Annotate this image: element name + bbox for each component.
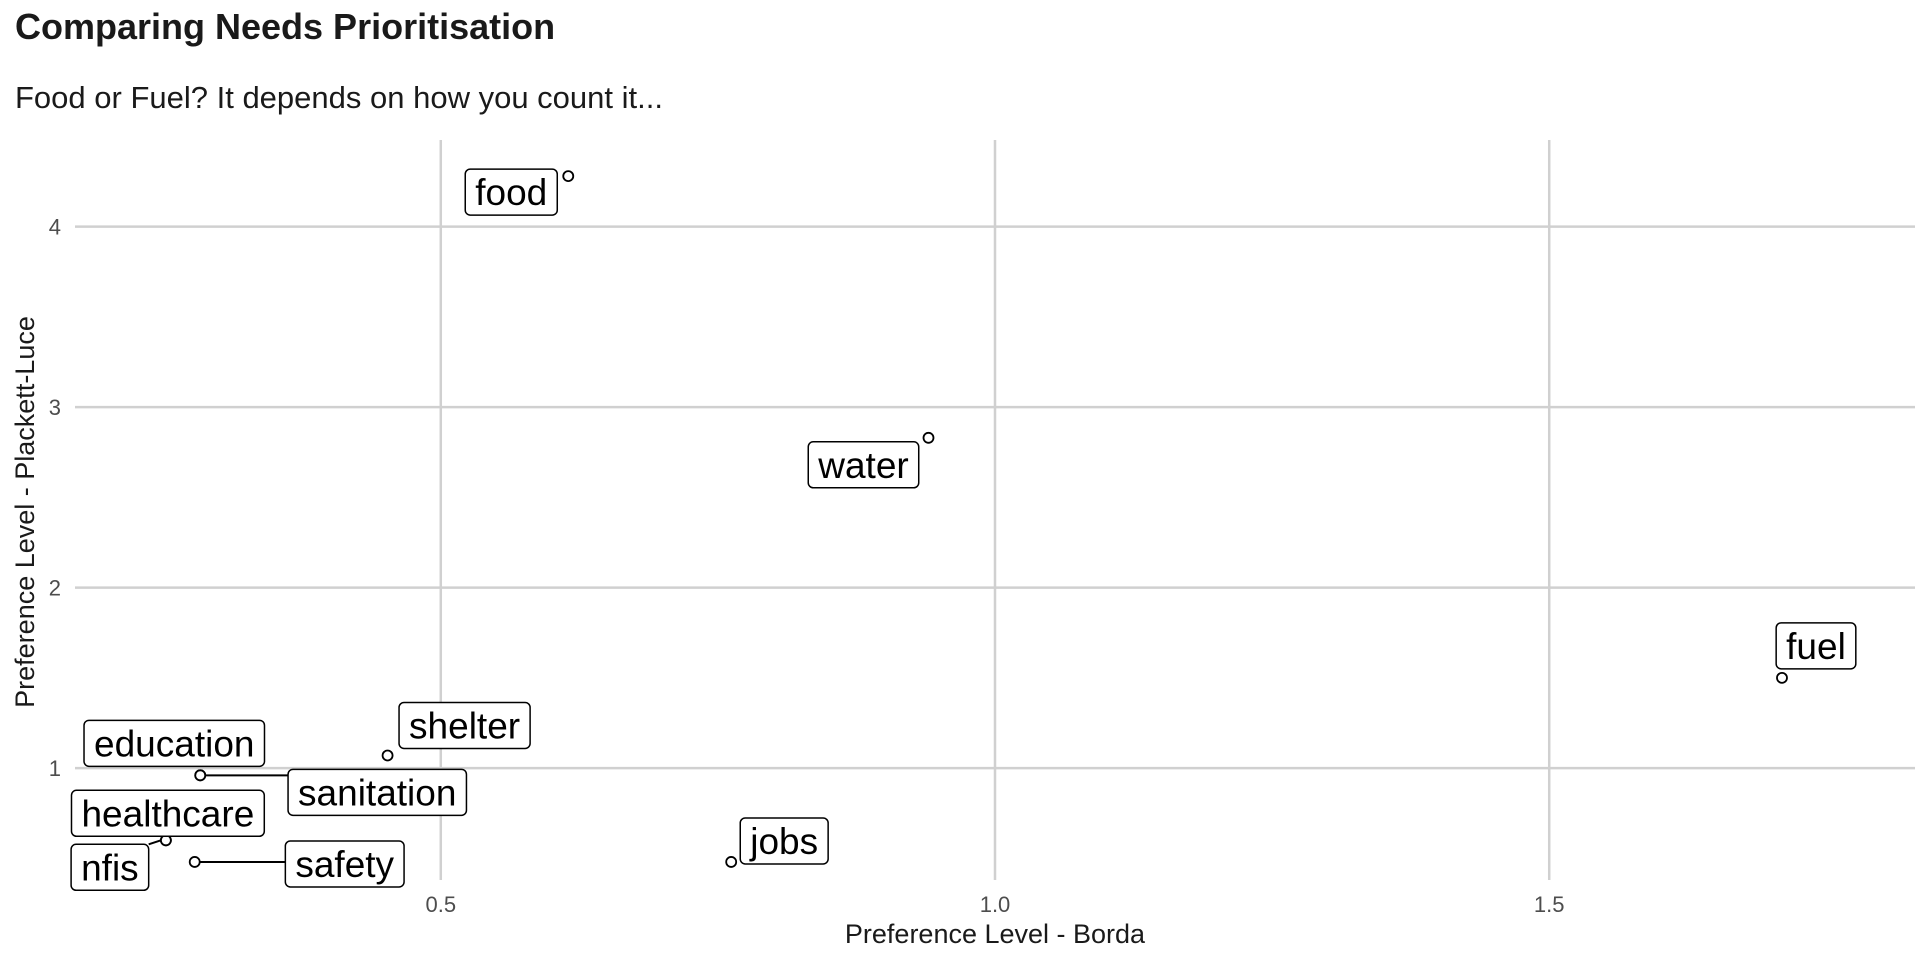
y-tick-label: 3 (49, 395, 61, 420)
label-box (284, 840, 405, 888)
label-text: jobs (749, 821, 818, 862)
point-labels: food water fuel shelter education sanitation h… (70, 168, 1857, 892)
x-tick-label: 1.0 (980, 892, 1011, 917)
data-point-jobs (725, 856, 738, 868)
point-label-safety: safety (284, 840, 405, 888)
label-box (83, 719, 266, 768)
point-label-education: education (83, 719, 266, 768)
point-label-shelter: shelter (398, 701, 531, 750)
y-tick-label: 4 (49, 215, 61, 240)
label-text: sanitation (298, 772, 456, 813)
y-axis-ticks: 1 2 3 4 (49, 215, 61, 781)
gridlines (75, 140, 1915, 880)
label-text: healthcare (81, 793, 254, 834)
data-point-safety (188, 856, 201, 868)
label-box (287, 768, 468, 817)
point-label-water: water (807, 441, 920, 489)
y-tick-label: 1 (49, 756, 61, 781)
connector-nfis (148, 839, 162, 846)
point-label-sanitation: sanitation (287, 768, 468, 817)
data-point-water (922, 431, 935, 444)
label-box (70, 843, 150, 892)
label-text: shelter (409, 705, 520, 746)
data-points (159, 170, 1788, 868)
label-text: water (817, 445, 908, 486)
data-point-sanitation (194, 769, 207, 782)
data-point-fuel (1776, 671, 1788, 684)
label-connectors (148, 774, 289, 863)
label-text: education (94, 723, 254, 764)
label-text: safety (295, 844, 394, 885)
x-axis-ticks: 0.5 1.0 1.5 (425, 892, 1564, 917)
label-text: nfis (81, 847, 139, 888)
label-box (398, 701, 531, 750)
x-tick-label: 1.5 (1534, 892, 1565, 917)
data-point-food (562, 170, 575, 182)
label-box (70, 789, 266, 838)
point-label-healthcare: healthcare (70, 789, 266, 838)
point-label-fuel: fuel (1775, 622, 1857, 670)
y-tick-label: 2 (49, 576, 61, 601)
point-label-nfis: nfis (70, 843, 150, 892)
point-label-food: food (464, 168, 559, 216)
chart-title: Comparing Needs Prioritisation (15, 6, 556, 47)
label-box (807, 441, 920, 489)
label-text: food (475, 172, 547, 213)
label-box (464, 168, 559, 216)
data-point-shelter (381, 749, 394, 762)
label-box (1775, 622, 1857, 670)
chart-subtitle: Food or Fuel? It depends on how you coun… (15, 80, 663, 115)
label-box (739, 817, 829, 865)
label-text: fuel (1786, 626, 1846, 667)
y-axis-title: Preference Level - Plackett-Luce (10, 316, 40, 708)
point-label-jobs: jobs (739, 817, 829, 865)
x-axis-title: Preference Level - Borda (845, 919, 1146, 949)
x-tick-label: 0.5 (425, 892, 456, 917)
